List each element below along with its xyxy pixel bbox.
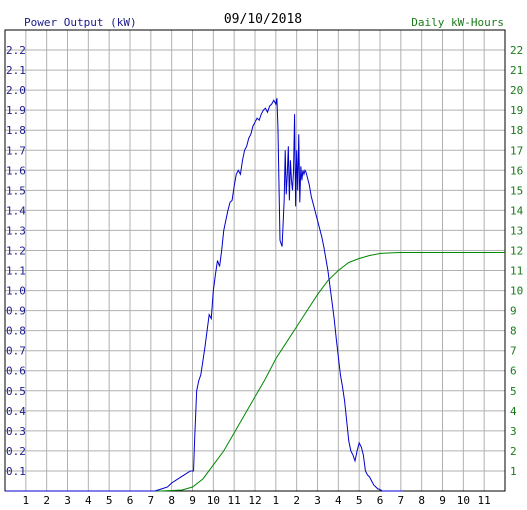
right-tick-label: 6 [510,365,517,378]
left-tick-label: 0.6 [6,365,26,378]
left-tick-label: 0.4 [6,405,26,418]
left-axis-ticks: 0.1 0.2 0.3 0.4 0.5 0.6 0.7 0.8 0.9 1.0 1.1 1.2 1.3 1… [6,44,26,478]
x-tick-label: 3 [64,494,71,507]
right-tick-label: 5 [510,385,517,398]
left-tick-label: 1.5 [6,184,26,197]
x-tick-label: 5 [106,494,113,507]
right-tick-label: 18 [510,124,523,137]
right-axis-label: Daily kW-Hours [411,16,504,29]
x-tick-label: 5 [356,494,363,507]
x-tick-label: 11 [478,494,491,507]
right-tick-label: 21 [510,64,523,77]
right-tick-label: 15 [510,184,523,197]
x-tick-label: 2 [43,494,50,507]
left-tick-label: 1.7 [6,144,26,157]
right-tick-label: 22 [510,44,523,57]
x-tick-label: 6 [127,494,134,507]
right-tick-label: 19 [510,104,523,117]
right-tick-label: 17 [510,144,523,157]
left-tick-label: 0.3 [6,425,26,438]
left-axis-label: Power Output (kW) [24,16,137,29]
x-tick-label: 11 [228,494,241,507]
right-tick-label: 14 [510,204,524,217]
x-tick-label: 10 [457,494,470,507]
x-tick-label: 9 [439,494,446,507]
right-tick-label: 13 [510,224,523,237]
left-tick-label: 1.3 [6,224,26,237]
x-tick-label: 12 [248,494,261,507]
left-tick-label: 2.2 [6,44,26,57]
power-output-line [5,98,403,492]
right-tick-label: 20 [510,84,523,97]
left-tick-label: 1.8 [6,124,26,137]
left-tick-label: 1.2 [6,244,26,257]
left-tick-label: 0.8 [6,325,26,338]
right-tick-label: 16 [510,164,523,177]
left-tick-label: 0.7 [6,345,26,358]
x-tick-label: 8 [168,494,175,507]
left-tick-label: 1.9 [6,104,26,117]
x-tick-label: 3 [314,494,321,507]
x-tick-label: 7 [148,494,155,507]
left-tick-label: 2.0 [6,84,26,97]
left-tick-label: 0.2 [6,445,26,458]
x-tick-label: 10 [207,494,220,507]
x-tick-label: 2 [293,494,300,507]
daily-energy-line [5,251,505,492]
chart-grid [5,30,505,491]
x-tick-label: 9 [189,494,196,507]
left-tick-label: 0.9 [6,305,26,318]
right-tick-label: 12 [510,244,523,257]
left-tick-label: 0.1 [6,465,26,478]
right-tick-label: 3 [510,425,517,438]
left-tick-label: 1.1 [6,265,26,278]
left-tick-label: 1.0 [6,285,26,298]
right-tick-label: 11 [510,265,523,278]
right-tick-label: 2 [510,445,517,458]
right-tick-label: 9 [510,305,517,318]
left-tick-label: 2.1 [6,64,26,77]
x-tick-label: 4 [85,494,92,507]
x-tick-label: 6 [377,494,384,507]
left-tick-label: 1.6 [6,164,26,177]
right-tick-label: 4 [510,405,517,418]
x-tick-label: 7 [398,494,405,507]
x-tick-label: 1 [23,494,30,507]
plot-frame [4,29,506,492]
right-tick-label: 8 [510,325,517,338]
x-tick-label: 8 [418,494,425,507]
left-tick-label: 1.4 [6,204,26,217]
left-tick-label: 0.5 [6,385,26,398]
x-axis-ticks: 1 2 3 4 5 6 7 8 9 10 11 12 1 2 3 4 5 6 7 8 9 10 11 [23,494,491,507]
chart-title: 09/10/2018 [224,12,302,27]
x-tick-label: 1 [273,494,280,507]
right-tick-label: 10 [510,285,523,298]
right-tick-label: 1 [510,465,517,478]
right-tick-label: 7 [510,345,517,358]
x-tick-label: 4 [335,494,342,507]
